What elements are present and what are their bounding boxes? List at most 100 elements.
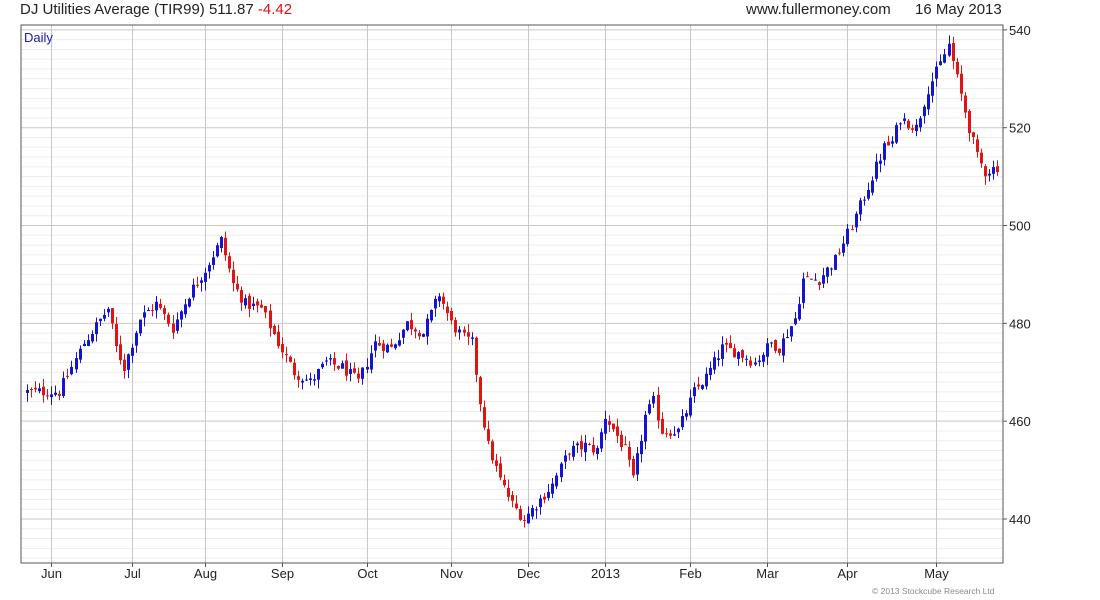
- ohlc-bar-up: [200, 277, 203, 292]
- bar-body: [984, 166, 987, 177]
- x-tick-label: Nov: [440, 566, 464, 581]
- bar-body: [192, 284, 195, 298]
- x-tick-label: Sep: [271, 566, 294, 581]
- ohlc-bar-down: [984, 164, 987, 185]
- bar-body: [636, 453, 639, 475]
- ohlc-bar-down: [58, 390, 61, 401]
- bar-body: [511, 494, 514, 501]
- bar-body: [814, 279, 817, 281]
- bar-body: [624, 444, 627, 446]
- bar-body: [669, 433, 672, 436]
- ohlc-bar-up: [458, 325, 461, 340]
- ohlc-bar-down: [661, 412, 664, 435]
- bar-body: [458, 329, 461, 333]
- bar-body: [398, 340, 401, 346]
- ohlc-bar-up: [673, 426, 676, 437]
- bar-body: [236, 283, 239, 290]
- y-tick-label: 460: [1009, 414, 1031, 429]
- ohlc-bar-up: [62, 371, 65, 399]
- bar-body: [915, 124, 918, 132]
- bar-body: [42, 386, 45, 396]
- ohlc-bar-up: [349, 362, 352, 382]
- bar-body: [463, 329, 466, 333]
- ohlc-bar-down: [30, 387, 33, 398]
- ohlc-bar-down: [778, 348, 781, 356]
- bar-body: [867, 189, 870, 199]
- ohlc-bar-up: [26, 384, 29, 402]
- bar-body: [70, 366, 73, 375]
- bar-body: [891, 141, 894, 144]
- bar-body: [774, 340, 777, 351]
- bar-body: [749, 360, 752, 366]
- ohlc-bar-up: [188, 297, 191, 308]
- ohlc-bar-up: [83, 340, 86, 347]
- bar-body: [851, 229, 854, 231]
- grid-lines: [21, 25, 1003, 563]
- bar-body: [394, 344, 397, 349]
- bar-body: [968, 110, 971, 134]
- last-price: 511.87: [208, 1, 254, 18]
- bar-body: [301, 380, 304, 383]
- ohlc-bar-down: [111, 308, 114, 330]
- ohlc-bar-up: [560, 461, 563, 483]
- ohlc-bar-up: [87, 334, 90, 347]
- bar-body: [604, 418, 607, 434]
- ohlc-bar-up: [576, 441, 579, 453]
- ohlc-bar-down: [507, 479, 510, 502]
- ohlc-bar-down: [503, 474, 506, 488]
- ohlc-bar-up: [95, 317, 98, 342]
- bar-body: [285, 354, 288, 356]
- ohlc-bar-up: [822, 267, 825, 289]
- bar-body: [58, 393, 61, 396]
- ohlc-bar-down: [911, 124, 914, 133]
- bar-body: [313, 379, 316, 381]
- ohlc-bar-up: [143, 305, 146, 327]
- ohlc-bar-down: [293, 358, 296, 380]
- ohlc-bar-up: [135, 330, 138, 353]
- bar-body: [503, 479, 506, 486]
- ohlc-bar-up: [935, 61, 938, 87]
- bar-body: [366, 366, 369, 370]
- y-tick-label: 480: [1009, 316, 1031, 331]
- ohlc-bar-up: [127, 353, 130, 379]
- bar-body: [798, 304, 801, 320]
- bar-body: [980, 152, 983, 164]
- ohlc-bar-up: [50, 386, 53, 405]
- bar-body: [717, 358, 720, 361]
- bar-body: [863, 199, 866, 201]
- bar-body: [62, 378, 65, 397]
- ohlc-bar-up: [879, 153, 882, 173]
- ohlc-bar-up: [721, 336, 724, 367]
- bar-body: [919, 118, 922, 128]
- y-axis: 440 460 480 500 520 540: [1003, 23, 1031, 527]
- bar-body: [596, 448, 599, 455]
- bar-body: [871, 180, 874, 193]
- ohlc-bar-down: [620, 430, 623, 452]
- ohlc-bar-up: [701, 384, 704, 391]
- bar-body: [317, 369, 320, 380]
- x-axis: Jun Jul Aug Sep Oct Nov Dec 2013 Feb Mar Apr May: [41, 563, 949, 581]
- bar-body: [273, 326, 276, 335]
- ohlc-bar-down: [592, 437, 595, 456]
- ohlc-bar-down: [612, 423, 615, 433]
- bar-body: [729, 343, 732, 349]
- x-tick-label: Dec: [517, 566, 541, 581]
- bar-body: [75, 358, 78, 370]
- bar-body: [943, 54, 946, 63]
- ohlc-bar-down: [382, 339, 385, 359]
- ohlc-bar-down: [818, 281, 821, 291]
- bar-body: [83, 343, 86, 347]
- ohlc-bar-down: [232, 261, 235, 292]
- ohlc-bar-up: [600, 428, 603, 453]
- ohlc-bar-down: [725, 338, 728, 353]
- bar-body: [996, 166, 999, 172]
- ohlc-bar-up: [834, 254, 837, 271]
- ohlc-bar-up: [754, 357, 757, 367]
- bar-body: [228, 256, 231, 269]
- bar-body: [697, 384, 700, 387]
- y-tick-label: 520: [1009, 121, 1031, 136]
- bar-body: [895, 125, 898, 143]
- ohlc-bar-up: [652, 391, 655, 408]
- bar-body: [770, 342, 773, 344]
- bar-body: [927, 94, 930, 110]
